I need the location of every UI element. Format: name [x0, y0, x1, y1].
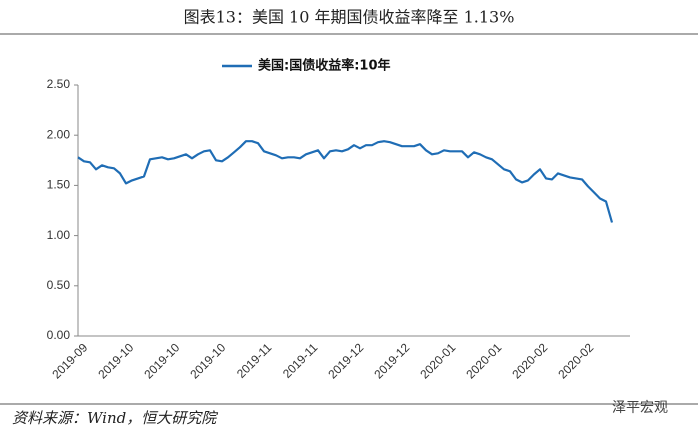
y-tick-label: 1.00 [47, 228, 71, 242]
x-tick-label: 2019-10 [141, 340, 182, 381]
x-tick-label: 2020-01 [417, 340, 458, 381]
x-tick-label: 2019-11 [280, 340, 321, 381]
x-tick-label: 2020-02 [555, 340, 596, 381]
y-tick-label: 1.50 [47, 178, 71, 192]
series-line [77, 140, 614, 223]
x-tick-label: 2019-11 [234, 340, 275, 381]
x-tick-label: 2020-02 [509, 340, 550, 381]
source: 资料来源：Wind，恒大研究院 [12, 409, 218, 427]
y-tick-label: 0.50 [47, 278, 71, 292]
x-tick-label: 2019-12 [371, 340, 412, 381]
chart-title: 图表13：美国 10 年期国债收益率降至 1.13% [184, 8, 515, 27]
x-tick-label: 2020-01 [463, 340, 504, 381]
y-tick-label: 2.00 [47, 127, 71, 141]
x-tick-label: 2019-10 [187, 340, 228, 381]
legend-label: 美国:国债收益率:10年 [258, 58, 391, 74]
x-tick-label: 2019-09 [49, 340, 90, 381]
x-tick-label: 2019-10 [95, 340, 136, 381]
y-tick-label: 2.50 [47, 77, 71, 91]
watermark: 泽平宏观 [612, 400, 668, 416]
x-tick-label: 2019-12 [325, 340, 366, 381]
y-tick-label: 0.00 [47, 328, 71, 342]
